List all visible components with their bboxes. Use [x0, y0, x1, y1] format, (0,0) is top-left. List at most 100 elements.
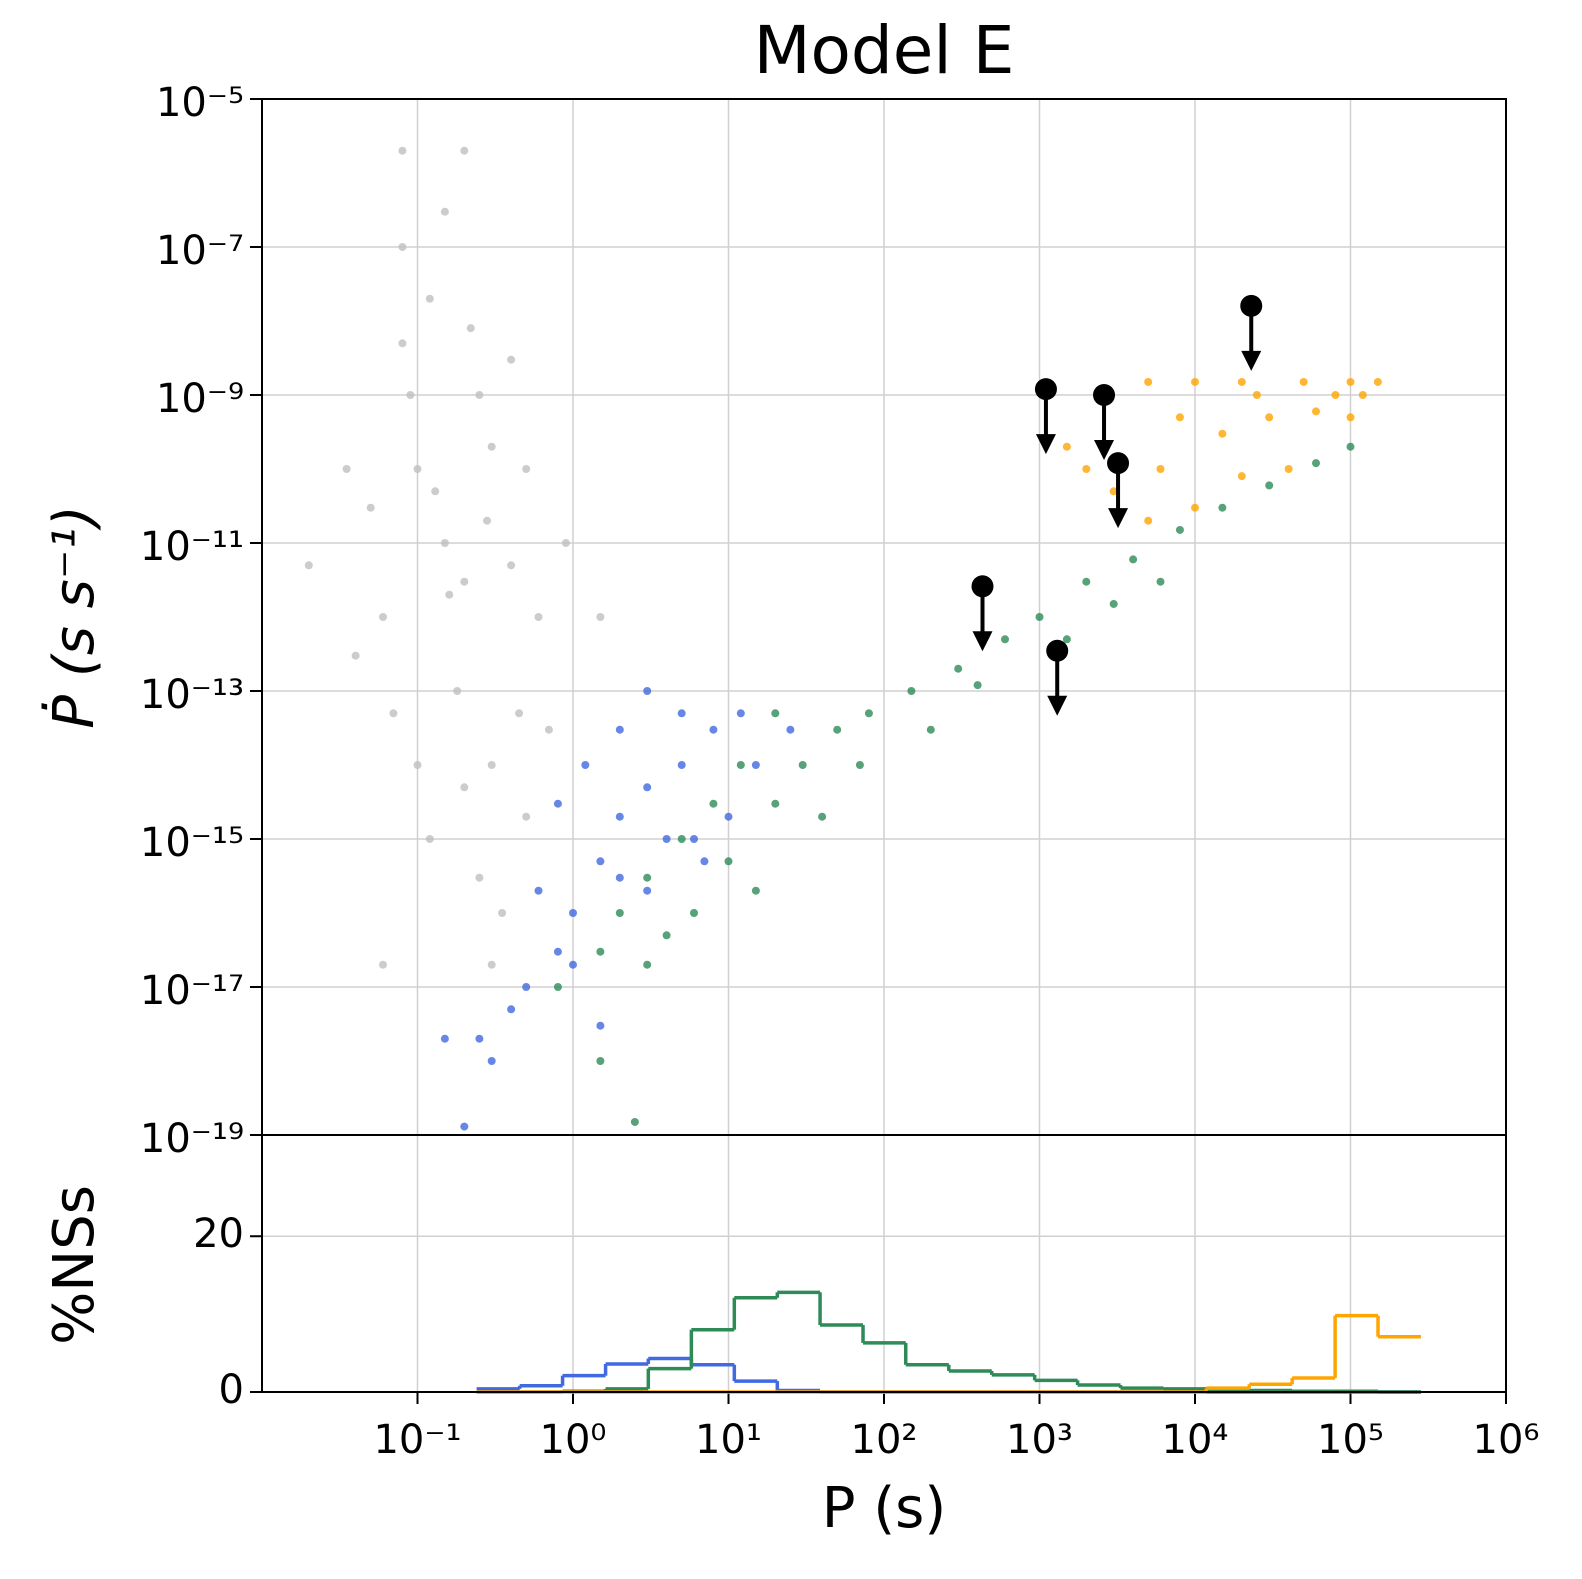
y-tick-label: 10⁻¹⁹ [140, 1116, 244, 1162]
point [1237, 377, 1246, 386]
point [798, 761, 807, 769]
point [700, 857, 709, 866]
point [398, 339, 407, 348]
point [1373, 377, 1382, 386]
point [522, 983, 531, 991]
point [487, 960, 496, 969]
point [522, 812, 531, 821]
point [751, 886, 760, 895]
point [643, 960, 652, 969]
point [690, 909, 699, 917]
point [833, 725, 842, 734]
y-tick-label: 10⁻⁷ [156, 228, 244, 274]
point [406, 391, 415, 399]
point [1299, 377, 1308, 386]
point [544, 725, 553, 734]
point [1358, 391, 1367, 399]
point [413, 761, 422, 769]
point [569, 960, 577, 969]
limit-arrowhead [1047, 695, 1068, 716]
point [1144, 377, 1153, 386]
point [596, 613, 605, 621]
point [453, 687, 462, 695]
point [786, 725, 795, 734]
x-tick-label: 10³ [1006, 1417, 1073, 1463]
point [1175, 413, 1184, 422]
point [413, 465, 422, 473]
point [662, 835, 671, 843]
point [475, 1034, 484, 1043]
point [1062, 635, 1071, 644]
point [475, 391, 484, 399]
point [907, 687, 916, 695]
point [398, 243, 407, 251]
point [553, 947, 562, 956]
x-tick-label: 10⁵ [1317, 1417, 1384, 1463]
x-tick-label: 10⁴ [1162, 1417, 1229, 1463]
x-axis-label: P (s) [822, 1476, 946, 1541]
point [466, 324, 475, 333]
upper-limit-point [971, 575, 994, 598]
point [445, 590, 454, 599]
point [515, 709, 524, 718]
y-tick-label: 10⁻¹¹ [140, 524, 244, 570]
point [771, 709, 780, 718]
point [1346, 413, 1355, 422]
upper-limit-point [1240, 294, 1263, 317]
point [1237, 472, 1246, 481]
point [1191, 377, 1199, 386]
upper-limit-point [1107, 452, 1130, 475]
point [1312, 407, 1321, 416]
point [1252, 391, 1261, 399]
point [460, 783, 469, 792]
point [1265, 413, 1274, 422]
point [522, 465, 531, 473]
point [1218, 429, 1227, 438]
x-tick-label: 10¹ [695, 1417, 762, 1463]
point [440, 539, 449, 547]
y-tick-label: 0 [219, 1367, 244, 1413]
point [736, 709, 745, 718]
upper-limit-point [1034, 378, 1057, 401]
point [475, 873, 484, 882]
point [440, 1034, 449, 1043]
point [1218, 503, 1227, 512]
y-tick-label: 20 [193, 1211, 244, 1257]
point [1284, 465, 1293, 473]
point [1265, 481, 1274, 490]
point [1109, 487, 1118, 496]
point [864, 709, 873, 718]
point [662, 931, 671, 940]
point [487, 1057, 496, 1065]
point [643, 783, 652, 792]
point [379, 613, 388, 621]
x-tick-label: 10² [851, 1417, 918, 1463]
point [534, 613, 543, 621]
point [1175, 525, 1184, 534]
point [724, 857, 733, 866]
upper-limit-point [1046, 639, 1069, 662]
point [351, 651, 360, 660]
point [771, 799, 780, 808]
point [534, 886, 543, 895]
point [366, 503, 375, 512]
point [677, 835, 686, 843]
limit-arrowhead [1108, 508, 1129, 529]
point [1144, 516, 1153, 525]
point [440, 207, 449, 216]
point [553, 983, 562, 991]
point [1082, 465, 1091, 473]
point [460, 577, 469, 586]
limit-arrowhead [1241, 350, 1262, 371]
point [954, 664, 963, 673]
point [483, 516, 492, 525]
point [926, 725, 935, 734]
point [615, 909, 624, 917]
point [1129, 555, 1138, 564]
point [498, 909, 507, 917]
upper-limit-point [1093, 384, 1116, 406]
point [342, 465, 351, 473]
point [724, 812, 733, 821]
x-tick-label: 10⁻¹ [373, 1417, 461, 1463]
